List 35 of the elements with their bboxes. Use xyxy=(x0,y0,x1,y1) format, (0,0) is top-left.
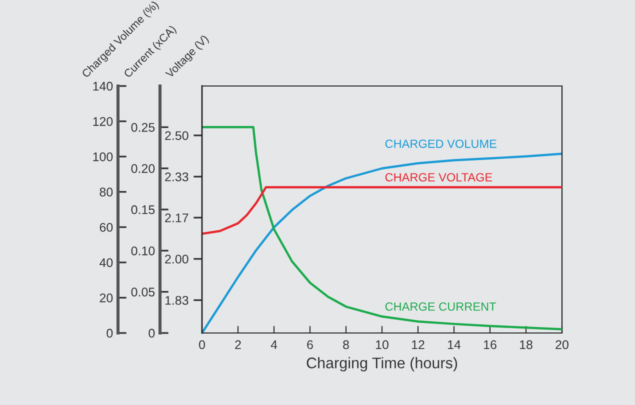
x-tick-label: 20 xyxy=(556,340,568,350)
series-label: CHARGE CURRENT xyxy=(385,302,496,311)
y-tick-label: 60 xyxy=(100,222,113,232)
y3-tick-label: 2.17 xyxy=(165,213,188,222)
x-tick-label: 12 xyxy=(412,340,424,350)
y3-tick-label: 2.00 xyxy=(165,254,188,264)
x-tick-label: 10 xyxy=(376,340,388,350)
x-tick-label: 6 xyxy=(307,340,313,350)
y2-tick-label: 0 xyxy=(148,328,155,338)
x-tick-label: 4 xyxy=(270,340,278,350)
y-tick-label: 0 xyxy=(106,328,113,338)
x-axis-title: Charging Time (hours) xyxy=(306,357,458,372)
y-tick-label: 40 xyxy=(100,258,113,268)
y3-tick-label: 2.33 xyxy=(165,172,188,182)
series-label: CHARGED VOLUME xyxy=(385,140,496,148)
y3-tick-label: 1.83 xyxy=(165,296,188,305)
x-tick-label: 18 xyxy=(520,340,532,350)
x-tick-label: 14 xyxy=(448,340,461,350)
x-tick-label: 2 xyxy=(235,340,241,350)
y2-tick-label: 0.25 xyxy=(131,122,155,132)
y2-tick-label: 0.15 xyxy=(131,205,155,214)
x-tick-label: 16 xyxy=(484,340,496,350)
y2-tick-label: 0.20 xyxy=(131,164,155,173)
y2-tick-label: 0.10 xyxy=(131,246,155,256)
series-label: CHARGE VOLTAGE xyxy=(385,173,492,182)
line-series xyxy=(202,186,562,235)
x-tick-label: 8 xyxy=(343,340,349,350)
y3-tick-label: 2.50 xyxy=(165,131,188,140)
y-tick-label: 100 xyxy=(93,152,113,162)
y-tick-label: 140 xyxy=(93,82,113,91)
y-tick-label: 80 xyxy=(100,188,113,197)
y2-tick-label: 0.05 xyxy=(131,288,155,296)
y-tick-label: 120 xyxy=(93,117,113,126)
y-tick-label: 20 xyxy=(100,294,113,302)
x-tick-label: 0 xyxy=(199,340,205,350)
